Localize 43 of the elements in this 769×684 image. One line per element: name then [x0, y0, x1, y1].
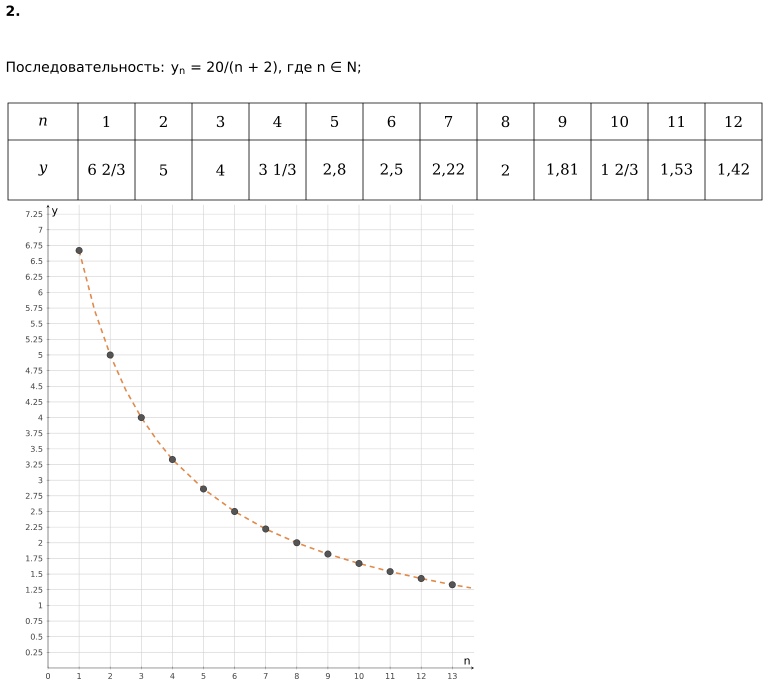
text: 5 — [160, 164, 168, 176]
text: 4 — [216, 164, 224, 176]
text: 2,8 — [324, 163, 346, 177]
y-axis-title: y — [52, 208, 58, 217]
chart-title: 2. — [6, 6, 20, 16]
text: n — [39, 118, 47, 126]
point — [200, 485, 208, 492]
point — [324, 550, 332, 558]
point — [293, 539, 300, 546]
point — [138, 414, 145, 422]
text: 1 2/3 — [602, 164, 638, 176]
text: 3 — [216, 116, 224, 128]
text: 7 — [445, 116, 452, 127]
text: 1,42 — [718, 163, 749, 177]
point — [418, 574, 425, 582]
point — [168, 456, 176, 464]
text: 11 — [668, 116, 684, 128]
text: 3 1/3 — [259, 164, 296, 176]
text: 2 — [502, 164, 509, 176]
text: 5 — [331, 116, 338, 128]
point — [76, 246, 83, 254]
point — [356, 560, 363, 567]
text: 2,22 — [432, 163, 464, 177]
text: 2,5 — [380, 163, 402, 177]
text: 6 2/3 — [88, 164, 125, 176]
chart-subtitle: Последовательность: y$_{n}$ = 20/(n + 2), где n ∈ N; — [6, 61, 360, 75]
text: 4 — [273, 116, 282, 128]
x-axis-title: n — [464, 658, 470, 664]
text: 8 — [502, 116, 510, 128]
text: y — [38, 164, 48, 176]
point — [386, 568, 394, 576]
text: 9 — [558, 116, 566, 128]
text: 6 — [388, 116, 396, 128]
point — [262, 526, 270, 533]
text: 10 — [612, 116, 628, 128]
text: 12 — [726, 116, 742, 128]
text: 1,53 — [662, 163, 692, 177]
point — [448, 581, 456, 588]
point — [231, 508, 238, 515]
text: 2 — [160, 116, 167, 128]
point — [106, 351, 114, 358]
text: 1 — [104, 116, 110, 128]
text: 1,81 — [548, 163, 578, 177]
